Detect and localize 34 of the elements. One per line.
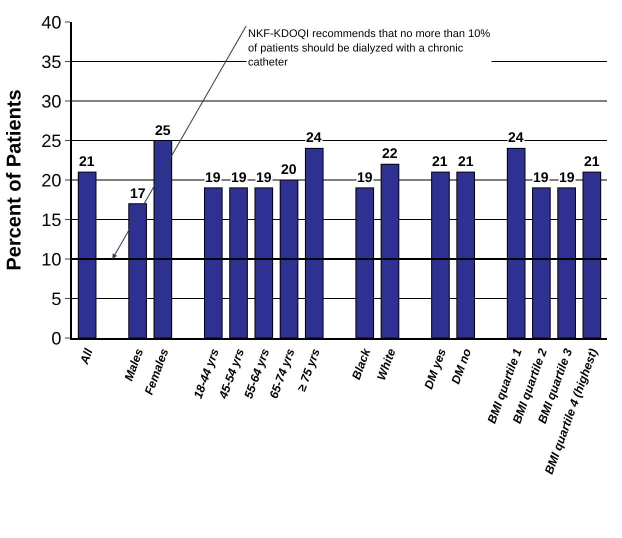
data-label: 19 [559,169,575,185]
data-label: 21 [584,153,600,169]
x-tick-label: DM yes [421,346,450,391]
data-label: 19 [205,169,221,185]
x-tick-label: All [76,346,96,367]
y-tick-label: 30 [41,91,62,112]
data-label: 19 [533,169,549,185]
annotation: NKF-KDOQI recommends that no more than 10% of patients should be dialyzed with a chronic catheter [248,28,490,69]
x-tick-label: White [374,346,399,382]
x-tick-label: Males [122,346,146,383]
y-axis-title: Percent of Patients [3,89,26,271]
data-label: 21 [458,153,474,169]
y-tick-label: 5 [51,288,62,309]
data-label: 24 [508,129,524,145]
x-tick-label: Black [349,345,374,382]
data-label: 21 [432,153,448,169]
x-tick-label: ≥ 75 yrs [294,346,323,394]
y-tick-label: 0 [51,328,62,348]
data-label: 22 [382,145,398,161]
data-label: 19 [231,169,247,185]
y-tick-label: 20 [41,170,62,190]
data-label: 25 [155,122,171,138]
data-label: 19 [357,169,373,185]
data-label: 20 [281,161,297,177]
data-label: 19 [256,169,272,185]
y-tick-label: 10 [41,249,62,270]
data-label: 17 [130,185,146,201]
y-tick-label: 25 [41,130,62,151]
data-label: 24 [306,129,322,145]
x-tick-label: DM no [448,346,474,386]
y-tick-label: 15 [41,210,62,230]
data-label: 21 [79,153,95,169]
y-tick-label: 35 [41,52,62,72]
y-tick-label: 40 [41,12,62,32]
